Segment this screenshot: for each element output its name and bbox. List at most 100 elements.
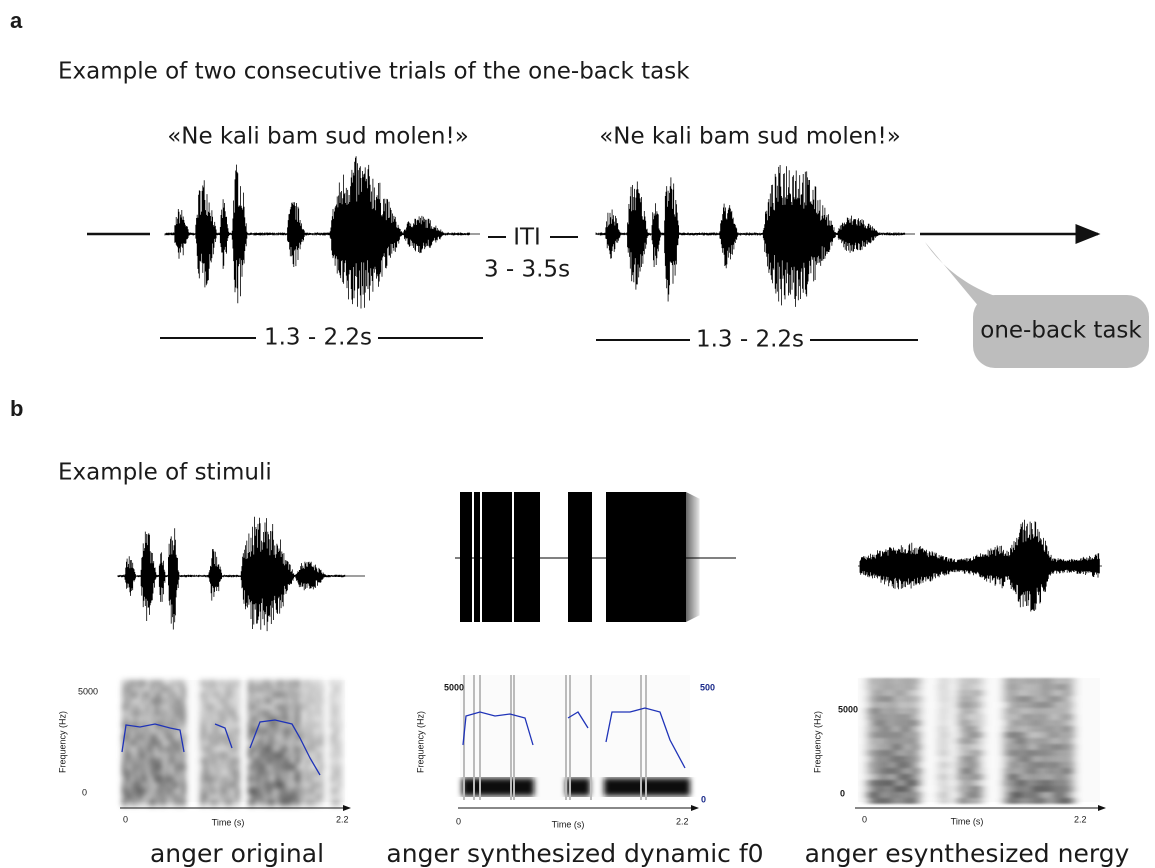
spectrogram-cell [1009,726,1013,732]
spectrogram-cell [338,686,342,692]
spectrogram-cell [1013,690,1017,696]
spectrogram-cell [868,750,872,756]
spectrogram-cell [232,746,236,752]
waveform-trace [596,165,915,307]
spectrogram-cell [170,716,174,722]
spectrogram-cell [900,732,904,738]
spectrogram-cell [1033,696,1037,702]
spectrogram-cell [236,764,240,770]
spectrogram-cell [940,762,944,768]
spectrogram-cell [182,788,186,794]
spectrogram-cell [300,794,304,800]
spectrogram-cell [312,704,316,710]
spectrogram-cell [162,746,166,752]
spectrogram-cell [292,710,296,716]
spectrogram-cell [1017,768,1021,774]
energy-band [462,778,534,796]
spectrogram-cell [1065,678,1069,684]
spectrogram-cell [220,734,224,740]
spectrogram-cell [868,702,872,708]
spectrogram-cell [224,704,228,710]
spectrogram-cell [892,732,896,738]
spectrogram-cell [276,758,280,764]
spectrogram-cell [154,698,158,704]
spectrogram-cell [912,720,916,726]
spectrogram-cell [974,684,978,690]
spectrogram-cell [888,720,892,726]
spectrogram-cell [292,686,296,692]
spectrogram-cell [1037,756,1041,762]
spectrogram-cell [200,746,204,752]
spectrogram-cell [320,728,324,734]
spectrogram-cell [162,680,166,686]
spectrogram-cell [178,686,182,692]
spectrogram-cell [966,792,970,798]
spectrogram-cell [320,800,324,806]
spectrogram-cell [868,732,872,738]
spectrogram-cell [208,800,212,806]
spectrogram-cell [1013,774,1017,780]
spectrogram-cell [272,722,276,728]
spectrogram-cell [284,776,288,782]
spectrogram-cell [1013,768,1017,774]
spectrogram-cell [320,680,324,686]
spectrogram-cell [884,708,888,714]
spectrogram-cell [1033,792,1037,798]
spectrogram-cell [296,698,300,704]
spectrogram-cell [1009,732,1013,738]
spectrogram-cell [1029,684,1033,690]
spectrogram-cell [162,710,166,716]
spectrogram-cell [900,738,904,744]
spectrogram-cell [264,740,268,746]
spectrogram-cell [304,734,308,740]
spectrogram-cell [876,756,880,762]
spectrogram-cell [272,758,276,764]
spectrogram-cell [872,678,876,684]
spectrogram-cell [1049,798,1053,804]
spectrogram-cell [1049,720,1053,726]
spectrogram-cell [276,698,280,704]
spectrogram-cell [1049,684,1053,690]
spectrogram-cell [292,800,296,806]
spectrogram-cell [944,696,948,702]
spectrogram-cell [868,714,872,720]
spectrogram-cell [880,774,884,780]
spectrogram-cell [138,800,142,806]
spectrogram-cell [940,684,944,690]
spectrogram-cell [1049,708,1053,714]
spectrogram-cell [900,690,904,696]
spectrogram-cell [880,792,884,798]
spectrogram-cell [1005,756,1009,762]
spectrogram-cell [1045,678,1049,684]
spectrogram-cell [970,756,974,762]
spectrogram-cell [288,752,292,758]
spectrogram-cell [1005,786,1009,792]
spectrogram-cell [1017,780,1021,786]
spectrogram-cell [896,714,900,720]
spectrogram-cell [320,788,324,794]
spectrogram-cell [876,750,880,756]
spectrogram-cell [170,794,174,800]
spectrogram-cell [978,756,982,762]
spectrogram-cell [1037,696,1041,702]
spectrogram-cell [216,758,220,764]
spectrogram-cell [1037,798,1041,804]
spectrogram-cell [966,750,970,756]
spectrogram-cell [130,740,134,746]
spectrogram-cell [916,762,920,768]
spectrogram-cell [868,744,872,750]
spectrogram-cell [338,740,342,746]
spectrogram-cell [908,690,912,696]
spectrogram-cell [892,690,896,696]
spectrogram-cell [944,744,948,750]
spectrogram-cell [130,692,134,698]
spectrogram-cell [284,758,288,764]
spectrogram-cell [146,800,150,806]
spectrogram-cell [912,684,916,690]
spectrogram-cell [876,726,880,732]
spectrogram-cell [308,698,312,704]
spectrogram-cell [170,710,174,716]
spectrogram-cell [174,764,178,770]
spectrogram-cell [162,770,166,776]
spectrogram-cell [1069,786,1073,792]
